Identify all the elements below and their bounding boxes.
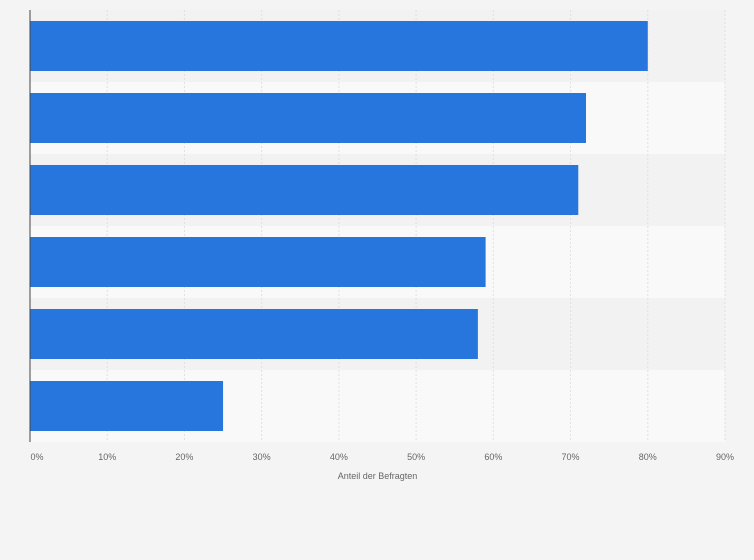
x-tick-labels: 0% 10% 20% 30% 40% 50% 60% 70% 80% 90%	[30, 452, 734, 462]
bar	[30, 237, 486, 287]
bar	[30, 381, 224, 431]
x-tick-label: 60%	[484, 452, 502, 462]
bar	[30, 21, 648, 71]
x-tick-label: 40%	[330, 452, 348, 462]
bars	[30, 21, 648, 431]
row-bands	[30, 10, 725, 442]
x-tick-label: 0%	[30, 452, 43, 462]
x-tick-label: 20%	[175, 452, 193, 462]
x-tick-label: 90%	[716, 452, 734, 462]
x-axis-title: Anteil der Befragten	[338, 471, 418, 481]
x-tick-label: 70%	[562, 452, 580, 462]
x-tick-label: 50%	[407, 452, 425, 462]
x-tick-label: 80%	[639, 452, 657, 462]
bar	[30, 309, 478, 359]
bar	[30, 165, 579, 215]
bar	[30, 93, 586, 143]
x-tick-label: 10%	[98, 452, 116, 462]
x-tick-label: 30%	[253, 452, 271, 462]
gridlines	[106, 10, 726, 442]
